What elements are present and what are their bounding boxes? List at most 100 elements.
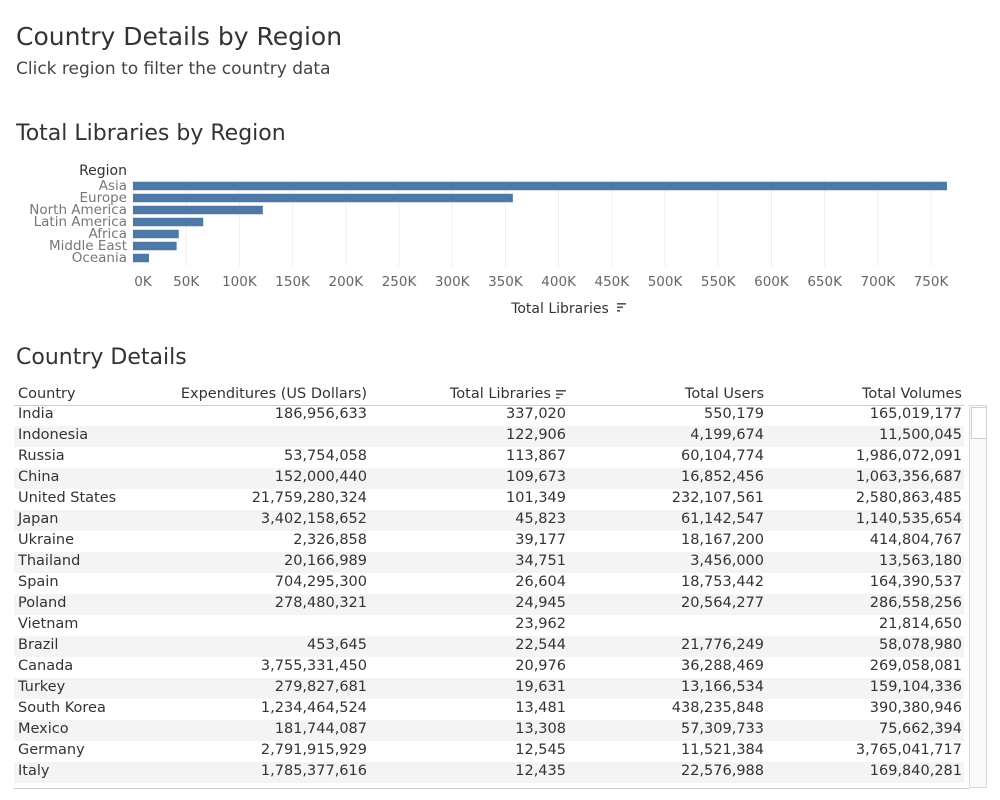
cell-expenditures: 704,295,300 [274,574,367,590]
cell-total-volumes: 159,104,336 [869,679,962,695]
table-scrollbar[interactable] [969,405,987,788]
bar-oceania[interactable] [133,253,149,263]
cell-total-users: 11,521,384 [680,742,764,758]
sort-icon[interactable] [617,303,626,312]
table-row[interactable]: Indonesia 122,906 4,199,674 11,500,045 [14,426,964,447]
category-label-middle-east[interactable]: Middle East [49,238,127,254]
col-header-expenditures[interactable]: Expenditures (US Dollars) [180,386,367,402]
col-header-total-libraries[interactable]: Total Libraries [450,386,566,402]
cell-total-libraries: 19,631 [515,679,566,695]
cell-country: Ukraine [18,532,74,548]
cell-total-volumes: 165,019,177 [869,406,962,422]
col-header-country[interactable]: Country [18,386,76,402]
bar-middle-east[interactable] [133,241,177,251]
cell-country: Germany [18,742,85,758]
col-header-total-volumes[interactable]: Total Volumes [862,386,962,402]
cell-total-volumes: 1,986,072,091 [855,448,962,464]
cell-total-volumes: 286,558,256 [869,595,962,611]
cell-country: China [18,469,60,485]
x-axis-ticks: 0K 50K 100K 150K 200K 250K 300K 350K 400K 450K 500… [134,274,949,290]
x-tick-label: 750K [914,274,950,290]
sort-icon[interactable] [556,389,566,399]
cell-country: Italy [18,763,50,779]
cell-total-users: 21,776,249 [680,637,764,653]
table-row[interactable]: Germany 2,791,915,929 12,545 11,521,384 3,76… [14,741,964,762]
cell-total-users: 18,753,442 [680,574,764,590]
cell-total-libraries: 122,906 [506,427,566,443]
table-row[interactable]: Brazil 453,645 22,544 21,776,249 58,078,980 [14,636,964,657]
table-row[interactable]: Thailand 20,166,989 34,751 3,456,000 13,563,… [14,552,964,573]
bar-africa[interactable] [133,229,179,239]
table-row[interactable]: Italy 1,785,377,616 12,435 22,576,988 169,84… [14,762,964,783]
table-row[interactable]: Vietnam 23,962 21,814,650 [14,615,964,636]
col-header-total-libraries-label: Total Libraries [449,386,551,402]
category-label-africa[interactable]: Africa [88,226,127,242]
table-row[interactable]: Poland 278,480,321 24,945 20,564,277 286,558… [14,594,964,615]
cell-country: South Korea [18,700,106,716]
cell-country: Vietnam [18,616,79,632]
table-row[interactable]: Spain 704,295,300 26,604 18,753,442 164,390,… [14,573,964,594]
category-label-europe[interactable]: Europe [80,190,127,206]
cell-total-volumes: 13,563,180 [878,553,962,569]
table-row[interactable]: Japan 3,402,158,652 45,823 61,142,547 1,140,… [14,510,964,531]
table-row[interactable]: South Korea 1,234,464,524 13,481 438,235,84… [14,699,964,720]
x-axis-title: Total Libraries [510,301,609,317]
x-tick-label: 200K [328,274,364,290]
x-axis-title-group[interactable]: Total Libraries [510,301,626,317]
cell-total-users: 438,235,848 [671,700,764,716]
bar-latin-america[interactable] [133,217,204,227]
table-row[interactable]: Ukraine 2,326,858 39,177 18,167,200 414,804,… [14,531,964,552]
x-tick-label: 550K [701,274,737,290]
cell-expenditures: 3,755,331,450 [260,658,367,674]
cell-total-libraries: 22,544 [515,637,566,653]
table-row[interactable]: Mexico 181,744,087 13,308 57,309,733 75,662,… [14,720,964,741]
col-header-total-users[interactable]: Total Users [684,386,764,402]
cell-total-volumes: 414,804,767 [869,532,962,548]
cell-country: Thailand [18,553,81,569]
cell-total-users: 550,179 [704,406,764,422]
cell-total-libraries: 39,177 [515,532,566,548]
cell-total-users: 36,288,469 [680,658,764,674]
x-tick-label: 150K [275,274,311,290]
category-label-asia[interactable]: Asia [99,178,127,194]
cell-country: India [18,406,54,422]
cell-expenditures: 20,166,989 [283,553,367,569]
table-bottom-border [14,788,969,789]
cell-country: Indonesia [18,427,89,443]
cell-total-volumes: 2,580,863,485 [855,490,962,506]
table-row[interactable]: China 152,000,440 109,673 16,852,456 1,063,3… [14,468,964,489]
cell-total-volumes: 1,140,535,654 [855,511,962,527]
cell-expenditures: 21,759,280,324 [251,490,367,506]
cell-total-users: 13,166,534 [680,679,764,695]
category-label-oceania[interactable]: Oceania [72,250,127,266]
table-row[interactable]: Canada 3,755,331,450 20,976 36,288,469 269,0… [14,657,964,678]
cell-total-volumes: 1,063,356,687 [855,469,962,485]
cell-expenditures: 152,000,440 [274,469,367,485]
cell-total-users: 22,576,988 [680,763,764,779]
x-tick-label: 350K [488,274,524,290]
table-row[interactable]: Russia 53,754,058 113,867 60,104,774 1,986,0… [14,447,964,468]
category-label-latin-america[interactable]: Latin America [34,214,127,230]
bar-europe[interactable] [133,193,513,203]
x-tick-label: 500K [648,274,684,290]
x-tick-label: 0K [134,274,153,290]
cell-total-volumes: 3,765,041,717 [855,742,962,758]
cell-country: Russia [18,448,65,464]
cell-total-volumes: 269,058,081 [869,658,962,674]
cell-total-libraries: 13,481 [515,700,566,716]
table-row[interactable]: United States 21,759,280,324 101,349 232,10… [14,489,964,510]
scrollbar-thumb[interactable] [971,407,987,439]
bar-north-america[interactable] [133,205,263,215]
cell-country: Turkey [18,679,66,695]
page-subtitle: Click region to filter the country data [16,59,331,79]
table-row[interactable]: India 186,956,633 337,020 550,179 165,019,17… [14,405,964,426]
x-tick-label: 700K [861,274,897,290]
category-label-north-america[interactable]: North America [29,202,127,218]
table-row[interactable]: Turkey 279,827,681 19,631 13,166,534 159,104… [14,678,964,699]
table-body: India 186,956,633 337,020 550,179 165,019,17… [14,405,964,783]
bar-asia[interactable] [133,181,947,191]
bars[interactable] [133,181,947,263]
cell-country: United States [18,490,117,506]
